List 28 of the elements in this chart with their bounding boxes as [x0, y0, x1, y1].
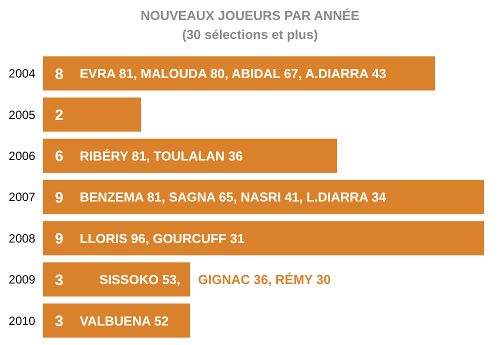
chart-subtitle: (30 sélections et plus) — [182, 27, 318, 42]
y-tick-label: 2005 — [8, 108, 36, 122]
data-label: 3 — [55, 313, 64, 330]
data-label: 9 — [55, 230, 64, 248]
y-tick-label: 2010 — [8, 314, 36, 328]
bar — [43, 98, 141, 132]
y-tick-label: 2009 — [8, 272, 36, 287]
data-label: 2 — [55, 106, 64, 124]
data-label: 9 — [55, 189, 64, 206]
y-tick-label: 2004 — [8, 66, 36, 81]
bar — [43, 262, 190, 296]
y-tick-label: 2006 — [8, 149, 36, 163]
chart-title: NOUVEAUX JOUEURS PAR ANNÉE — [140, 8, 360, 23]
annotation: RIBÉRY 81, TOULALAN 36 — [80, 148, 243, 164]
annotation: VALBUENA 52 — [80, 313, 169, 328]
data-label: 8 — [55, 66, 64, 83]
y-tick-label: 2008 — [8, 231, 36, 246]
bar — [43, 221, 484, 256]
annotation: SISSOKO 53, — [99, 272, 180, 288]
y-tick-label: 2007 — [8, 190, 36, 204]
annotation: EVRA 81, MALOUDA 80, ABIDAL 67, A.DIARRA 43 — [80, 66, 386, 82]
bar — [43, 138, 337, 173]
annotation: LLORIS 96, GOURCUFF 31 — [80, 230, 244, 246]
annotation: BENZEMA 81, SAGNA 65, NASRI 41, L.DIARRA 34 — [80, 190, 387, 205]
annotation: GIGNAC 36, RÉMY 30 — [198, 272, 331, 288]
bar — [43, 304, 190, 338]
data-label: 3 — [55, 272, 64, 289]
data-label: 6 — [55, 148, 64, 166]
